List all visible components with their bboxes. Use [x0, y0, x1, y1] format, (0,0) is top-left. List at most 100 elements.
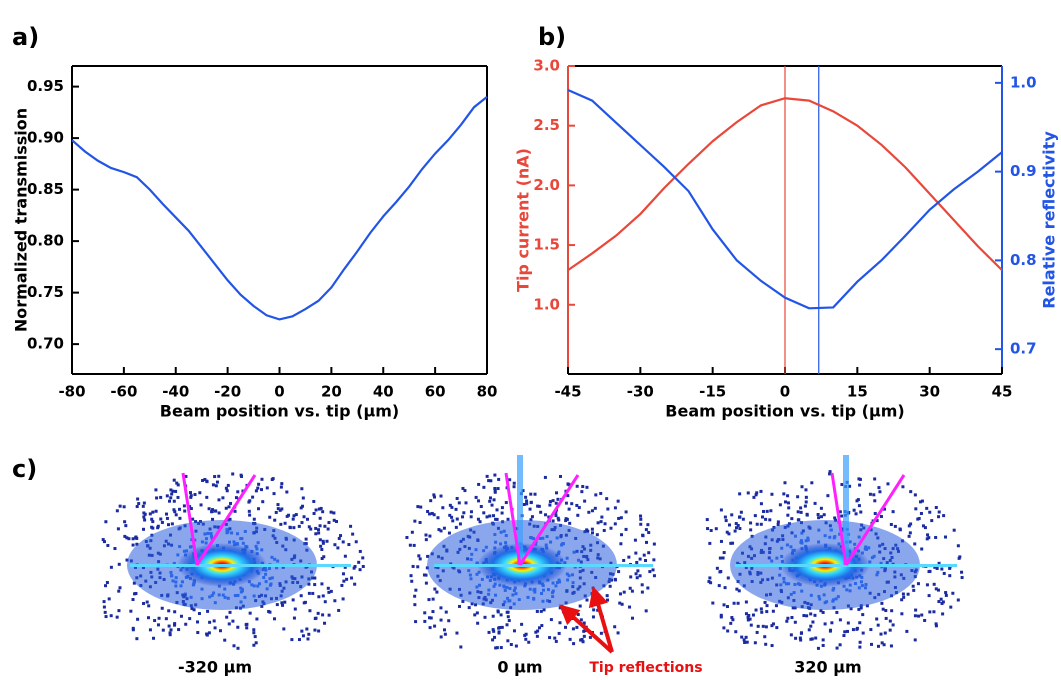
speckle	[579, 618, 583, 622]
speckle	[948, 566, 952, 570]
speckle	[341, 540, 345, 544]
speckle	[479, 504, 483, 508]
speckle	[408, 543, 412, 547]
speckle	[254, 641, 258, 645]
speckle	[458, 522, 462, 526]
speckle	[902, 595, 906, 599]
speckle	[459, 645, 463, 649]
speckle	[172, 478, 176, 482]
speckle	[613, 625, 617, 629]
speckle	[652, 558, 656, 562]
speckle	[821, 610, 825, 614]
speckle	[764, 517, 768, 521]
speckle	[823, 622, 827, 626]
speckle	[828, 472, 832, 476]
speckle	[873, 499, 877, 503]
detector-images	[100, 455, 987, 650]
y-tick-label: 1.0	[533, 295, 560, 313]
speckle	[524, 637, 528, 641]
speckle	[212, 619, 216, 623]
speckle	[571, 627, 575, 631]
speckle	[301, 504, 305, 508]
speckle	[644, 528, 648, 532]
speckle	[474, 495, 478, 499]
speckle	[265, 486, 269, 490]
speckle	[774, 604, 778, 608]
x-tick-label: -80	[58, 383, 85, 401]
speckle	[164, 512, 168, 516]
speckle	[622, 590, 626, 594]
speckle	[920, 499, 924, 503]
x-tick-label: -45	[554, 383, 581, 401]
speckle	[488, 499, 492, 503]
speckle	[304, 537, 308, 541]
speckle	[765, 509, 769, 513]
speckle	[630, 616, 634, 620]
speckle	[709, 529, 713, 533]
speckle	[605, 594, 609, 598]
speckle	[554, 639, 558, 643]
speckle	[304, 542, 308, 546]
speckle	[770, 624, 774, 628]
speckle	[744, 600, 748, 604]
speckle	[834, 518, 838, 522]
speckle	[279, 485, 283, 489]
speckle	[652, 542, 656, 546]
speckle	[245, 626, 249, 630]
speckle	[228, 610, 232, 614]
speckle	[755, 522, 759, 526]
speckle	[798, 636, 802, 640]
speckle	[107, 597, 111, 601]
speckle	[744, 612, 748, 616]
tip-outline	[518, 474, 580, 566]
speckle	[913, 638, 917, 642]
speckle	[771, 622, 775, 626]
speckle	[556, 497, 560, 501]
speckle	[168, 633, 172, 637]
speckle	[941, 612, 945, 616]
speckle	[770, 644, 774, 648]
speckle	[303, 600, 307, 604]
speckle	[725, 605, 729, 609]
streak	[735, 564, 957, 567]
speckle	[432, 493, 436, 497]
speckle	[123, 534, 127, 538]
speckle	[791, 606, 795, 610]
speckle	[539, 510, 543, 514]
speckle	[914, 608, 918, 612]
speckle	[783, 481, 787, 485]
speckle	[335, 520, 339, 524]
speckle	[740, 635, 744, 639]
speckle	[590, 531, 594, 535]
speckle	[173, 610, 177, 614]
x-tick-label: 0	[780, 383, 790, 401]
speckle	[624, 527, 628, 531]
speckle	[819, 609, 823, 613]
speckle	[320, 556, 324, 560]
speckle	[512, 481, 516, 485]
speckle	[944, 593, 948, 597]
speckle	[775, 626, 779, 630]
speckle	[319, 506, 323, 510]
speckle	[840, 514, 844, 518]
speckle	[737, 589, 741, 593]
speckle	[952, 528, 956, 532]
panel-label: c)	[12, 455, 37, 483]
speckle	[343, 565, 347, 569]
speckle	[312, 499, 316, 503]
speckle	[921, 524, 925, 528]
speckle	[492, 629, 496, 633]
speckle	[629, 575, 633, 579]
speckle	[101, 538, 105, 542]
speckle	[416, 505, 420, 509]
speckle	[937, 515, 941, 519]
speckle	[174, 513, 178, 517]
speckle	[734, 522, 738, 526]
speckle	[291, 517, 295, 521]
speckle	[595, 533, 599, 537]
speckle	[914, 507, 918, 511]
speckle	[551, 499, 555, 503]
speckle	[846, 629, 850, 633]
speckle	[741, 517, 745, 521]
x-tick-label: -60	[110, 383, 137, 401]
